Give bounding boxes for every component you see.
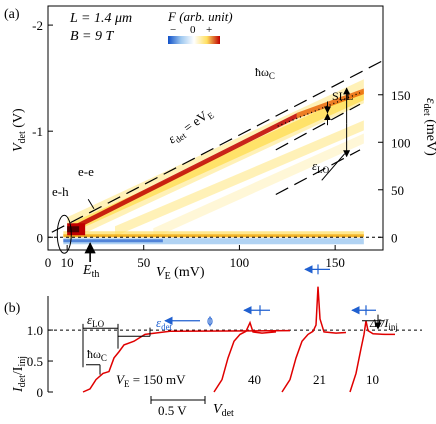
curve-label-150: VE = 150 mV (116, 372, 186, 389)
colorbar-minus: − (170, 24, 176, 36)
y2-tick-label: 0 (391, 230, 398, 245)
curve-label-40: 40 (248, 372, 261, 387)
panel-b: (b) 00.51.0 Idet/Iinj VE = 150 mV 40 21 … (4, 264, 422, 419)
param-length: L = 1.4 μm (69, 11, 132, 26)
x-tick-label: 0 (45, 255, 52, 270)
hw-label: ħωC (255, 65, 275, 81)
y-tick-label: -2 (32, 18, 43, 33)
heat-zero-blue (63, 239, 163, 243)
curve-150 (82, 329, 291, 393)
panel-b-label: (b) (4, 301, 21, 316)
colorbar-plus: + (206, 24, 212, 36)
vdet-label-b: Vdet (213, 402, 234, 419)
lo-dashed-line-2 (275, 149, 361, 196)
panel-b-curves (82, 264, 395, 404)
colorbar-zero: 0 (190, 24, 196, 36)
y-tick-label: -1 (32, 124, 43, 139)
x-tick-label: 100 (230, 255, 250, 270)
heat-band-main-red (74, 113, 297, 230)
eh-ellipse (56, 214, 72, 254)
y2-tick-label: 50 (391, 183, 404, 198)
heat-band-main-yellow (72, 90, 364, 233)
eth-label: Eth (82, 263, 99, 280)
param-field: B = 9 T (70, 29, 114, 44)
y2-axis-label: εdet (meV) (421, 98, 436, 156)
elo-label: εLO (312, 158, 330, 175)
eh-hotspot-core (67, 226, 80, 233)
panel-b-axes: 0 0.5 1.0 (27, 296, 422, 400)
heat-band-lo2 (153, 133, 364, 239)
curve-40 (213, 320, 277, 393)
y-tick-label-b: 1.0 (27, 323, 43, 338)
y-tick-label-b: 0 (37, 385, 44, 400)
heat-zero-lightblue (63, 238, 364, 245)
edet-label-b: εdet (156, 315, 173, 332)
curve-label-10: 10 (366, 372, 379, 387)
heatmap (56, 79, 364, 254)
colorbar-title: F (arb. unit) (167, 9, 233, 24)
guide-lines (48, 60, 384, 262)
panel-a-frame (47, 5, 384, 251)
heat-zero-orange (63, 234, 364, 238)
y2-tick-label: 100 (391, 135, 411, 150)
curve-21 (281, 286, 347, 393)
ee-leader (87, 199, 95, 210)
lo-dashed-line-1 (275, 103, 361, 151)
y-tick-label-b: 0.5 (27, 354, 43, 369)
sll-dotted-line (277, 92, 361, 127)
y-axis-label: Vdet (V) (11, 108, 28, 152)
zero-marker-label: 0 (207, 314, 213, 328)
colorbar (168, 36, 220, 44)
panel-a-label: (a) (4, 7, 20, 22)
scalebar-label: 0.5 V (158, 403, 187, 418)
elo-leader (321, 153, 346, 181)
curve-label-21: 21 (313, 372, 326, 387)
y2-tick-label: 150 (391, 88, 411, 103)
heat-band-lo (115, 120, 364, 237)
x-tick-label: 150 (325, 255, 345, 270)
edet-line-label: εdet = eVE (165, 104, 216, 148)
y-axis-label-b: Idet/Iinj (11, 356, 28, 393)
hw-label-b: ħωC (87, 347, 107, 363)
sll-label: SLL (332, 89, 353, 103)
ee-label: e-e (78, 164, 94, 179)
eh-label: e-h (52, 184, 69, 199)
x-tick-label: 50 (137, 255, 150, 270)
delta-i-label: ΔI/Iinj (369, 316, 398, 332)
elo-label-b: εLO (87, 312, 105, 329)
x-axis-label: VE (mV) (156, 265, 205, 282)
y-tick-label: 0 (37, 230, 44, 245)
x-tick-label: 10 (61, 255, 74, 270)
